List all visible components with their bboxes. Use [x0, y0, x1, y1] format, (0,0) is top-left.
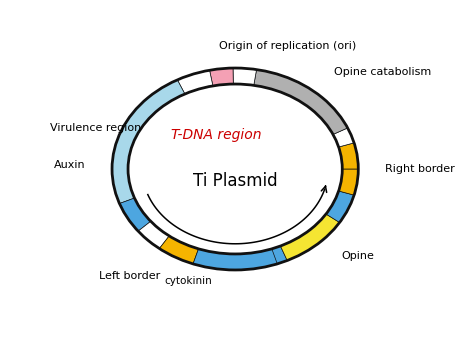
Text: Auxin: Auxin — [54, 160, 85, 170]
Text: Left border: Left border — [99, 271, 160, 281]
Polygon shape — [112, 80, 185, 203]
Text: cytokinin: cytokinin — [165, 276, 213, 286]
Polygon shape — [245, 246, 287, 270]
Polygon shape — [210, 68, 233, 86]
Polygon shape — [193, 249, 277, 270]
Polygon shape — [338, 143, 358, 169]
Polygon shape — [326, 191, 354, 222]
Polygon shape — [333, 128, 354, 147]
Polygon shape — [112, 135, 135, 195]
Text: Opine: Opine — [341, 251, 374, 261]
Polygon shape — [116, 191, 166, 246]
Text: Right border: Right border — [385, 164, 455, 174]
Polygon shape — [138, 221, 169, 248]
Polygon shape — [233, 68, 256, 85]
Polygon shape — [156, 234, 246, 270]
Polygon shape — [338, 169, 358, 195]
Text: Origin of replication (ori): Origin of replication (ori) — [219, 42, 357, 51]
Text: T-DNA region: T-DNA region — [172, 127, 262, 142]
Polygon shape — [119, 92, 166, 140]
Polygon shape — [281, 214, 339, 261]
Polygon shape — [177, 70, 213, 94]
Polygon shape — [159, 236, 199, 264]
Polygon shape — [254, 70, 347, 135]
Text: Opine catabolism: Opine catabolism — [334, 67, 431, 77]
Polygon shape — [112, 68, 358, 270]
Text: Ti Plasmid: Ti Plasmid — [193, 172, 277, 190]
Polygon shape — [119, 198, 151, 231]
Text: Virulence region: Virulence region — [50, 123, 142, 133]
